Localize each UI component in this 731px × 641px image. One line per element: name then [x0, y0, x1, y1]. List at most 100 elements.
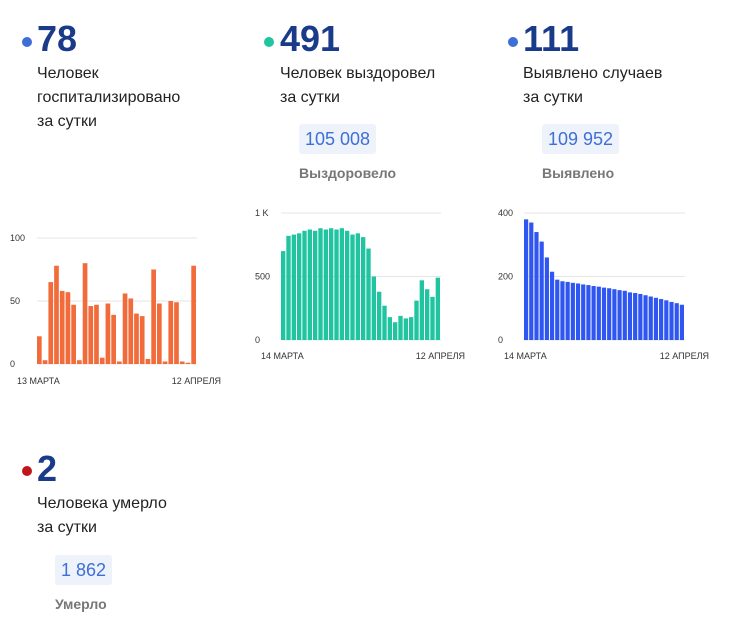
bar: [393, 322, 398, 340]
status-dot-detected: [508, 37, 518, 47]
bar: [361, 237, 366, 340]
bar: [607, 288, 612, 340]
bar: [387, 317, 392, 340]
bar: [425, 289, 430, 340]
status-dot-deaths: [22, 466, 32, 476]
detected-total-badge: 109 952: [542, 124, 620, 154]
bar: [185, 362, 191, 364]
bar: [139, 316, 145, 364]
x-start-label: 13 МАРТА: [17, 376, 60, 386]
y-tick-label: 500: [255, 272, 270, 282]
bar: [77, 360, 82, 364]
bar: [318, 228, 323, 340]
bar: [627, 292, 633, 340]
bar: [659, 299, 664, 340]
y-tick-label: 0: [498, 335, 503, 345]
bar: [529, 222, 534, 340]
bar: [435, 277, 440, 340]
bar: [612, 289, 617, 340]
deaths-total-label: Умерло: [55, 596, 107, 612]
bar: [191, 265, 196, 364]
bar: [37, 336, 42, 364]
recovered-count: 491: [280, 18, 341, 59]
bar: [323, 229, 328, 340]
bar: [664, 300, 669, 340]
bar: [134, 313, 139, 364]
bar: [179, 361, 185, 364]
bar: [648, 296, 653, 340]
bar: [313, 230, 318, 340]
recovered-description: Человек выздоровел за сутки: [280, 65, 436, 106]
bar: [524, 219, 529, 340]
bar: [591, 286, 596, 340]
recovered-total-badge: 105 008: [299, 124, 377, 154]
bar: [549, 271, 555, 340]
bar: [128, 298, 134, 364]
x-end-label: 12 АПРЕЛЯ: [660, 351, 709, 361]
bar: [174, 302, 179, 364]
deaths-count: 2: [37, 448, 58, 489]
bar: [617, 290, 622, 340]
bar: [430, 296, 435, 340]
bar: [555, 279, 560, 340]
y-tick-label: 100: [10, 233, 25, 243]
x-end-label: 12 АПРЕЛЯ: [172, 376, 221, 386]
bar: [94, 304, 99, 364]
y-tick-label: 400: [498, 208, 513, 218]
y-tick-label: 0: [255, 335, 260, 345]
bar: [643, 295, 648, 340]
bar: [382, 305, 387, 340]
bar: [65, 292, 71, 364]
bar: [71, 304, 76, 364]
bar: [355, 233, 360, 340]
status-dot-recovered: [264, 37, 274, 47]
bar: [48, 282, 54, 364]
bar: [157, 303, 162, 364]
bar: [419, 280, 424, 340]
status-dot-hospitalized: [22, 37, 32, 47]
bar: [366, 248, 371, 340]
bar: [539, 241, 544, 340]
bar: [409, 317, 414, 340]
bar: [350, 234, 355, 340]
bar: [581, 284, 586, 340]
y-tick-label: 50: [10, 296, 20, 306]
bar: [307, 229, 312, 340]
bar: [329, 228, 334, 340]
hospitalized-description: Человек госпитализировано за сутки: [37, 65, 181, 130]
bar: [638, 293, 643, 340]
x-start-label: 14 МАРТА: [504, 351, 547, 361]
bar: [653, 297, 659, 340]
bar: [414, 300, 419, 340]
bar: [601, 287, 607, 340]
detected-count: 111: [523, 18, 580, 59]
bar: [560, 281, 565, 340]
recovered-total-label: Выздоровело: [299, 165, 397, 181]
bar: [297, 233, 302, 340]
bar: [674, 303, 679, 340]
y-tick-label: 1 K: [255, 208, 269, 218]
bar: [544, 257, 549, 340]
bar: [403, 318, 408, 340]
bar: [633, 293, 638, 340]
bar: [679, 304, 684, 340]
bar: [151, 269, 156, 364]
bar: [622, 290, 627, 340]
bar: [596, 286, 601, 340]
x-start-label: 14 МАРТА: [261, 351, 304, 361]
bar: [398, 315, 403, 340]
bar: [334, 229, 339, 340]
bar: [377, 291, 382, 340]
bar: [339, 228, 344, 340]
bar: [345, 230, 350, 340]
y-tick-label: 0: [10, 359, 15, 369]
bar: [586, 285, 591, 340]
bar: [122, 293, 128, 364]
hospitalized-count: 78: [37, 18, 78, 59]
detected-description: Выявлено случаев за сутки: [523, 65, 663, 106]
bar: [302, 230, 307, 340]
bar: [42, 360, 48, 364]
